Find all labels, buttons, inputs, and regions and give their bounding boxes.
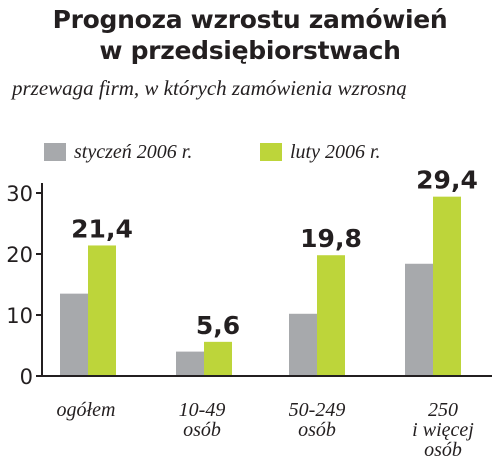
bar-feb-2 — [317, 255, 345, 376]
y-tick-label-1: 10 — [6, 304, 33, 328]
bar-jan-0 — [60, 293, 88, 376]
data-label-feb-3: 29,4 — [416, 166, 478, 195]
y-tick-label-2: 20 — [6, 243, 33, 267]
data-label-feb-1: 5,6 — [196, 311, 240, 340]
legend-item-jan: styczeń 2006 r. — [44, 140, 192, 164]
bar-feb-3 — [433, 196, 461, 376]
y-tick-label-0: 0 — [20, 365, 33, 389]
category-label-10-49: 10-49 osób — [178, 399, 226, 441]
bar-jan-3 — [405, 263, 433, 376]
data-label-feb-2: 19,8 — [300, 224, 362, 253]
bar-feb-0 — [88, 245, 116, 376]
legend-swatch-jan — [44, 143, 66, 161]
chart-subtitle: przewaga firm, w których zamówienia wzro… — [12, 76, 407, 100]
bar-jan-1 — [176, 351, 204, 376]
legend-label-feb: luty 2006 r. — [290, 140, 381, 163]
bar-jan-2 — [289, 313, 317, 376]
data-label-feb-0: 21,4 — [71, 214, 133, 243]
legend-item-feb: luty 2006 r. — [260, 140, 381, 164]
category-label-ogolem: ogółem — [56, 399, 116, 421]
chart-title: Prognoza wzrostu zamówień w przedsiębior… — [0, 4, 500, 66]
chart-title-line-2: w przedsiębiorstwach — [99, 36, 401, 65]
legend-label-jan: styczeń 2006 r. — [74, 140, 193, 163]
y-tick-label-3: 30 — [6, 182, 33, 206]
category-label-250: 250 i więcej osób — [412, 399, 474, 461]
chart-title-line-1: Prognoza wzrostu zamówień — [52, 5, 448, 34]
legend-swatch-feb — [260, 143, 282, 161]
bar-feb-1 — [204, 341, 232, 376]
category-label-50-249: 50-249 osób — [288, 399, 346, 441]
